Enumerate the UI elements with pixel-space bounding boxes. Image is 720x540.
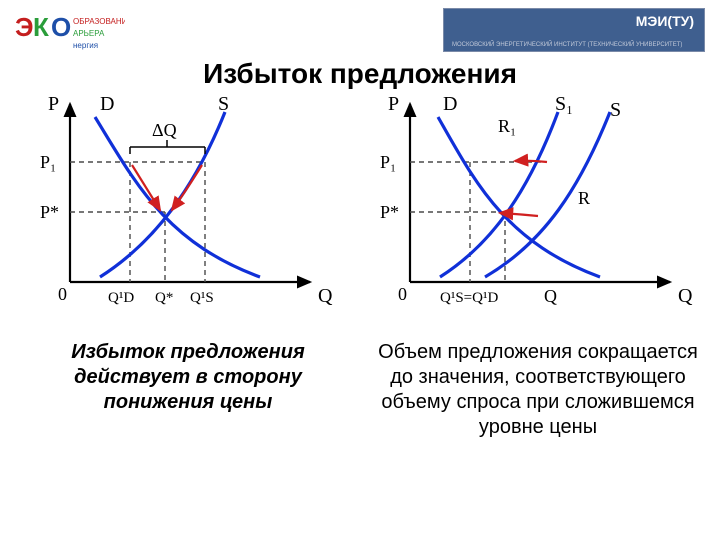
right-qeq: Q¹S=Q¹D [440,290,498,306]
r-label: R [578,188,590,208]
logo-right-sub: МОСКОВСКИЙ ЭНЕРГЕТИЧЕСКИЙ ИНСТИТУТ (ТЕХН… [452,42,682,48]
right-y-label: P [388,93,399,115]
right-p1: P₁ [380,152,396,172]
svg-text:Э: Э [15,12,34,42]
logo-sub3: нергия [73,41,98,50]
left-q1d: Q¹D [108,290,134,306]
charts-svg: P Q 0 ΔQ D S P₁ P* Q¹D Q* Q¹S [0,92,720,327]
svg-text:О: О [51,12,71,42]
svg-text:К: К [33,12,49,42]
left-d-label: D [100,93,114,115]
right-d-label: D [443,93,457,115]
left-origin-label: 0 [58,284,67,304]
logo-sub2: АРЬЕРА [73,29,105,38]
chart-area: P Q 0 ΔQ D S P₁ P* Q¹D Q* Q¹S [0,92,720,327]
right-origin-label: 0 [398,284,407,304]
logo-left: Э К О ОБРАЗОВАНИЕ АРЬЕРА нергия [15,8,125,58]
right-supply1-curve [440,112,558,277]
page-title: Избыток предложения [0,58,720,90]
left-y-label: P [48,93,59,115]
logo-right-big: МЭИ(ТУ) [636,13,694,29]
left-q1s: Q¹S [190,290,214,306]
left-demand-curve [95,117,260,277]
svg-text:Q: Q [544,286,557,306]
r1-label: R₁ [498,116,516,136]
logo-sub1: ОБРАЗОВАНИЕ [73,17,125,26]
logo-right: МЭИ(ТУ) МОСКОВСКИЙ ЭНЕРГЕТИЧЕСКИЙ ИНСТИТ… [443,8,705,52]
right-pstar: P* [380,202,399,222]
right-s1-label: S₁ [555,93,573,115]
left-chart: P Q 0 ΔQ D S P₁ P* Q¹D Q* Q¹S [40,93,333,307]
left-p1: P₁ [40,152,56,172]
dq-label: ΔQ [152,120,177,140]
right-s-label: S [610,99,621,121]
caption-left: Избыток предложения действует в сторону … [28,340,348,415]
right-chart: P Q 0 D S₁ S R₁ R P₁ P* Q¹S=Q¹D Q [380,93,693,307]
caption-right: Объем предложения сокращается до значени… [378,340,698,440]
left-s-label: S [218,93,229,115]
left-qstar: Q* [155,290,173,306]
left-x-label: Q [318,285,333,307]
right-x-label: Q [678,285,693,307]
left-pstar: P* [40,202,59,222]
